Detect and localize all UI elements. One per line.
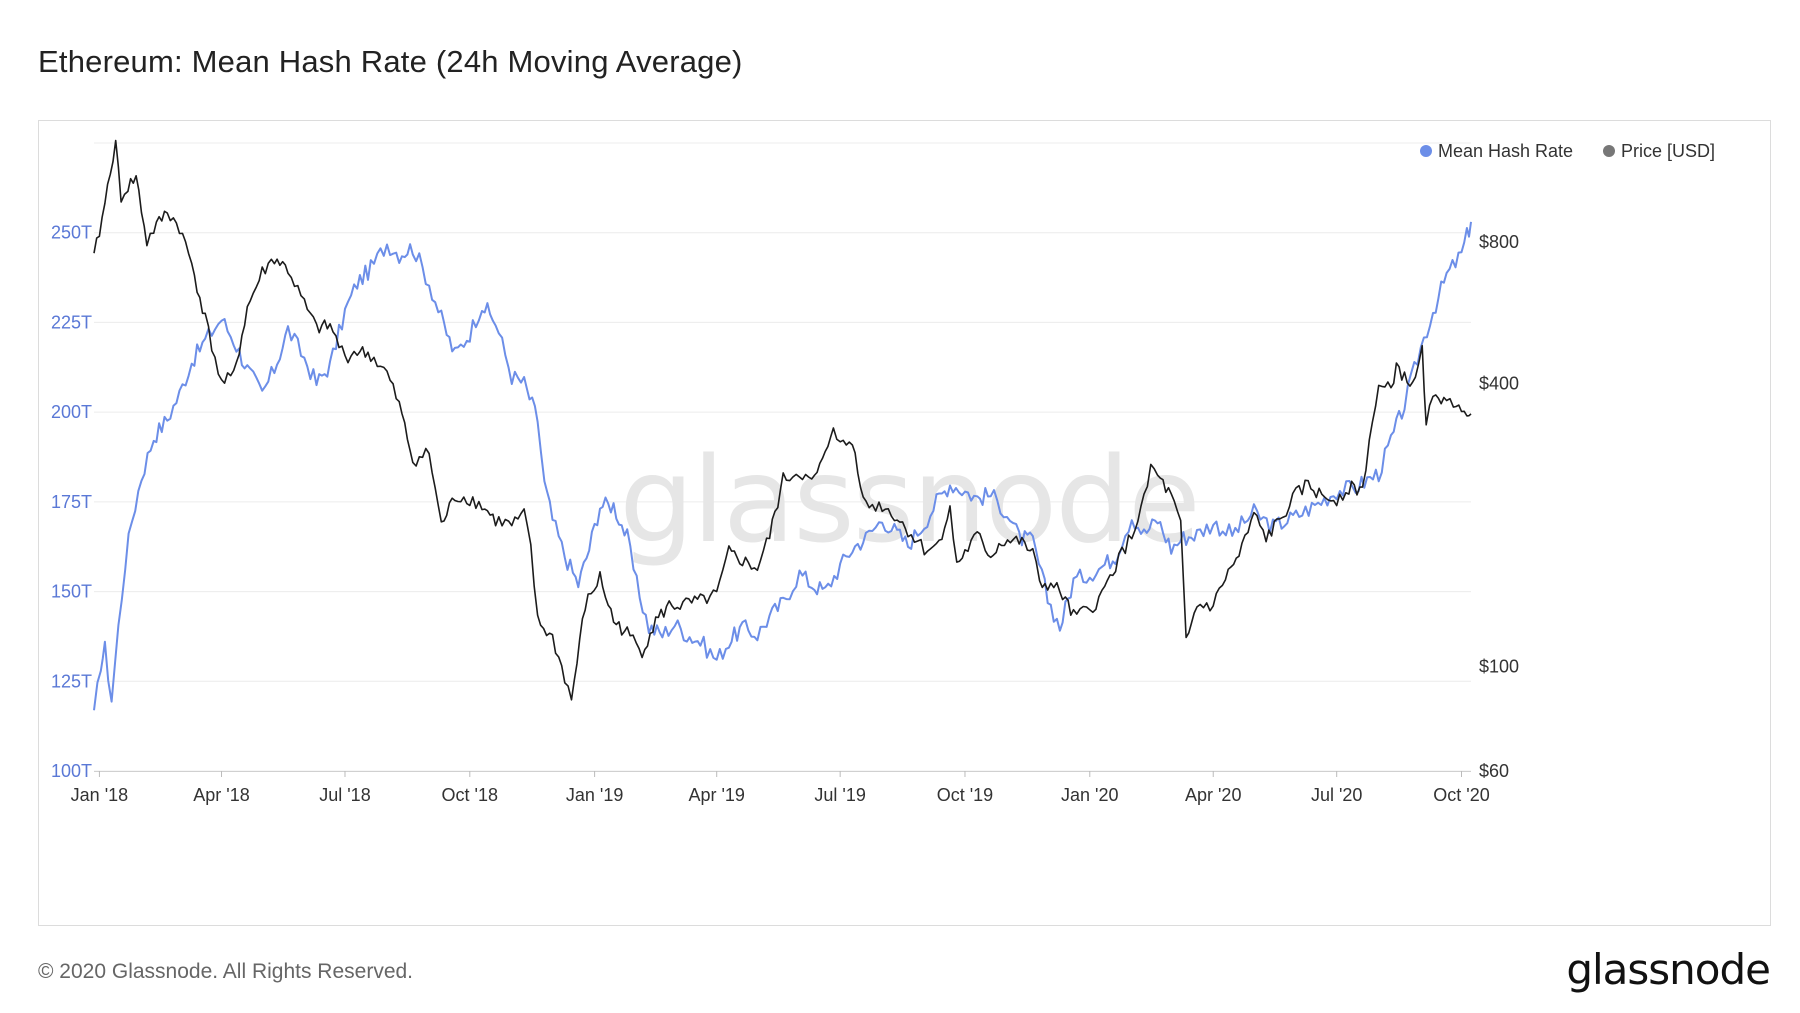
x-tick-label: Jan '20: [1061, 785, 1118, 805]
x-tick-label: Jul '18: [319, 785, 370, 805]
y-tick-label-left: 175T: [51, 492, 92, 512]
brand-logo[interactable]: glassnode: [1566, 945, 1771, 994]
y-tick-label-left: 250T: [51, 223, 92, 243]
chart-panel: glassnode 100T 125T 150T 175T 200T 225T 250T $…: [38, 120, 1771, 926]
y-tick-label-right: $100: [1479, 657, 1519, 677]
y-tick-label-left: 200T: [51, 402, 92, 422]
chart-svg: glassnode 100T 125T 150T 175T 200T 225T 250T $…: [51, 139, 1715, 805]
legend[interactable]: Mean Hash Rate Price [USD]: [1420, 141, 1715, 161]
x-tick-label: Apr '19: [688, 785, 744, 805]
x-tick-label: Oct '18: [442, 785, 498, 805]
x-axis: Jan '18 Apr '18 Jul '18 Oct '18 Jan '19 Apr '…: [71, 771, 1490, 805]
y-tick-label-left: 100T: [51, 761, 92, 781]
y-tick-label-left: 150T: [51, 582, 92, 602]
x-tick-label: Jul '20: [1311, 785, 1362, 805]
copyright-footer: © 2020 Glassnode. All Rights Reserved.: [38, 960, 414, 983]
watermark-text: glassnode: [619, 431, 1198, 569]
x-tick-label: Apr '18: [193, 785, 249, 805]
y-tick-label-right: $400: [1479, 374, 1519, 394]
x-tick-label: Jul '19: [814, 785, 865, 805]
x-tick-label: Apr '20: [1185, 785, 1241, 805]
y-axis-left: 100T 125T 150T 175T 200T 225T 250T: [51, 223, 92, 781]
chart-title: Ethereum: Mean Hash Rate (24h Moving Ave…: [38, 44, 743, 79]
series-line-mean-hash-rate: [93, 221, 1472, 711]
x-tick-label: Jan '18: [71, 785, 128, 805]
legend-dot-hash-rate: [1420, 145, 1432, 157]
y-tick-label-right: $60: [1479, 761, 1509, 781]
x-tick-label: Jan '19: [566, 785, 623, 805]
series-line-price: [93, 139, 1472, 701]
y-tick-label-right: $800: [1479, 232, 1519, 252]
x-tick-label: Oct '20: [1433, 785, 1489, 805]
legend-label-price[interactable]: Price [USD]: [1621, 141, 1715, 161]
x-tick-label: Oct '19: [937, 785, 993, 805]
y-tick-label-left: 125T: [51, 671, 92, 691]
legend-dot-price: [1603, 145, 1615, 157]
y-tick-label-left: 225T: [51, 312, 92, 332]
y-axis-right: $60 $100 $400 $800: [1479, 232, 1519, 781]
legend-label-hash-rate[interactable]: Mean Hash Rate: [1438, 141, 1573, 161]
